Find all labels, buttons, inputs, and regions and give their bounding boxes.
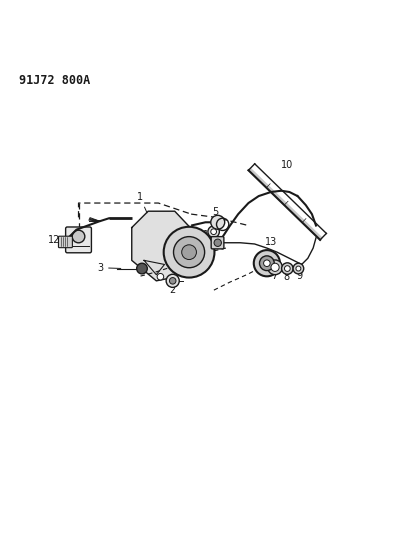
Text: 11: 11 xyxy=(203,230,215,239)
Text: 3: 3 xyxy=(97,263,121,273)
Text: 5: 5 xyxy=(212,207,218,217)
Circle shape xyxy=(271,263,279,271)
Circle shape xyxy=(169,278,176,284)
Text: 9: 9 xyxy=(297,271,303,281)
Circle shape xyxy=(137,263,147,274)
FancyBboxPatch shape xyxy=(211,237,224,249)
Circle shape xyxy=(211,215,225,229)
Polygon shape xyxy=(249,168,322,240)
Circle shape xyxy=(293,263,304,274)
Circle shape xyxy=(254,250,280,276)
Text: 4: 4 xyxy=(261,266,267,277)
Text: 6: 6 xyxy=(215,217,222,227)
Circle shape xyxy=(264,260,270,266)
Circle shape xyxy=(214,239,222,246)
Circle shape xyxy=(296,266,301,271)
Text: 8: 8 xyxy=(283,272,290,282)
Circle shape xyxy=(72,230,85,243)
FancyBboxPatch shape xyxy=(59,236,72,248)
Circle shape xyxy=(182,245,196,260)
Text: 13: 13 xyxy=(265,237,277,247)
Text: 10: 10 xyxy=(281,160,293,170)
Polygon shape xyxy=(132,211,189,281)
Circle shape xyxy=(211,229,217,235)
Circle shape xyxy=(164,227,215,278)
Text: 2: 2 xyxy=(170,285,176,295)
FancyBboxPatch shape xyxy=(66,227,91,253)
Circle shape xyxy=(166,274,179,287)
Text: 12: 12 xyxy=(48,235,60,245)
Circle shape xyxy=(173,237,205,268)
Circle shape xyxy=(284,265,290,271)
Text: 91J72 800A: 91J72 800A xyxy=(19,74,90,87)
Text: 7: 7 xyxy=(271,271,277,281)
Circle shape xyxy=(282,263,293,274)
Circle shape xyxy=(259,256,274,271)
Text: 1: 1 xyxy=(137,192,147,213)
Circle shape xyxy=(268,260,283,274)
Circle shape xyxy=(208,226,220,237)
Circle shape xyxy=(157,273,164,280)
